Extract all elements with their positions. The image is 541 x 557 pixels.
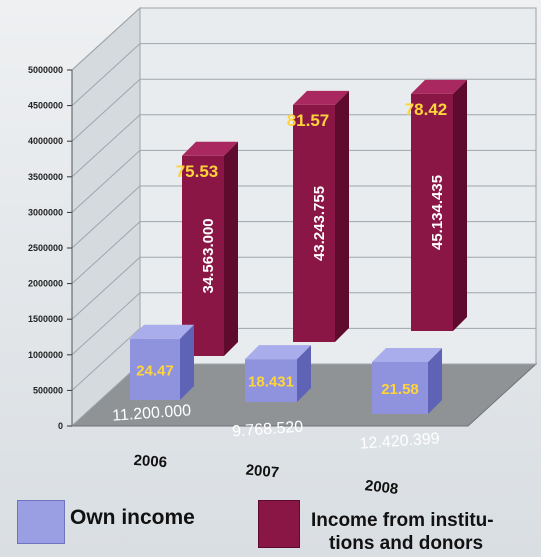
- bar-own-income-2007: [245, 359, 297, 402]
- legend-label-own-income: Own income: [70, 506, 195, 529]
- gridline: [71, 292, 536, 356]
- y-tick-label: 3500000: [28, 172, 63, 182]
- y-tick-label: 4500000: [28, 101, 63, 111]
- bar-institutions-2007-top: [293, 90, 349, 105]
- y-tick-label: 2000000: [28, 279, 63, 289]
- legend-swatch-institutions: [258, 500, 300, 548]
- x-tick-label-2007: 2007: [245, 462, 280, 482]
- bar-own-income-2008: [372, 361, 428, 414]
- bar-percent-label-own-income: 18.431: [248, 374, 294, 391]
- legend-swatch-own-income: [17, 500, 65, 544]
- bar-institutions-2008: [411, 93, 453, 332]
- gridline: [71, 78, 536, 142]
- bar-percent-label-institutions: 78.42: [405, 100, 448, 119]
- x-axis-labels: 2006 2007 2008: [133, 452, 399, 498]
- gridline: [71, 185, 536, 249]
- bar-value-label-own-income: 9.768.520: [232, 419, 304, 441]
- y-tick-label: 1500000: [28, 314, 63, 324]
- bar-institutions-2007: [293, 104, 335, 343]
- bar-own-income-2008-side: [428, 347, 442, 414]
- bar-own-income-2007-top: [245, 345, 311, 360]
- x-tick-label-2008: 2008: [364, 477, 399, 498]
- y-tick-label: 1000000: [28, 350, 63, 360]
- y-axis-ticks: 0 500000 1000000 1500000 2000000 2500000 30000…: [28, 65, 73, 431]
- gridline: [71, 114, 536, 178]
- gridline: [71, 256, 536, 320]
- y-tick-label: 5000000: [28, 65, 63, 75]
- bar-institutions-2006: [182, 155, 224, 356]
- gridline: [71, 221, 536, 284]
- y-tick-label: 0: [58, 421, 63, 431]
- bar-own-income-2006-side: [180, 324, 194, 400]
- bars: 34.563.000 75.53 43.243.755 81.57 45.134.435…: [112, 79, 467, 453]
- bar-institutions-2008-side: [453, 79, 467, 332]
- bar-percent-label-own-income: 21.58: [381, 381, 419, 398]
- bar-own-income-2006-top: [130, 324, 194, 339]
- bar-institutions-2006-side: [224, 141, 238, 356]
- bar-own-income-2008-top: [372, 347, 442, 362]
- y-tick-label: 3000000: [28, 207, 63, 217]
- gridline: [71, 327, 536, 391]
- bar-institutions-2007-side: [335, 90, 349, 343]
- bar-own-income-2006: [130, 338, 180, 400]
- bar-value-label-own-income: 12.420.399: [359, 430, 440, 453]
- gridline: [71, 43, 536, 106]
- legend-label-institutions-line2: tions and donors: [329, 533, 484, 554]
- y-tick-label: 500000: [33, 385, 63, 395]
- y-tick-label: 2500000: [28, 243, 63, 253]
- gridline: [71, 7, 536, 71]
- bar-institutions-2006-top: [182, 141, 238, 156]
- bar-percent-label-institutions: 75.53: [176, 162, 219, 181]
- legend-label-institutions-line1: Income from institu-: [311, 510, 494, 531]
- y-tick-label: 4000000: [28, 136, 63, 146]
- gridline: [71, 149, 536, 213]
- bar-institutions-2008-top: [411, 79, 467, 94]
- bar-value-label-institutions: 34.563.000: [200, 218, 217, 293]
- x-tick-label-2006: 2006: [133, 452, 167, 471]
- bar-percent-label-own-income: 24.47: [136, 362, 174, 379]
- bar-percent-label-institutions: 81.57: [287, 111, 330, 130]
- bar-value-label-institutions: 45.134.435: [429, 175, 446, 250]
- bar-value-label-own-income: 11.200.000: [112, 402, 192, 424]
- bar-value-label-institutions: 43.243.755: [311, 186, 328, 261]
- bar-own-income-2007-side: [297, 345, 311, 402]
